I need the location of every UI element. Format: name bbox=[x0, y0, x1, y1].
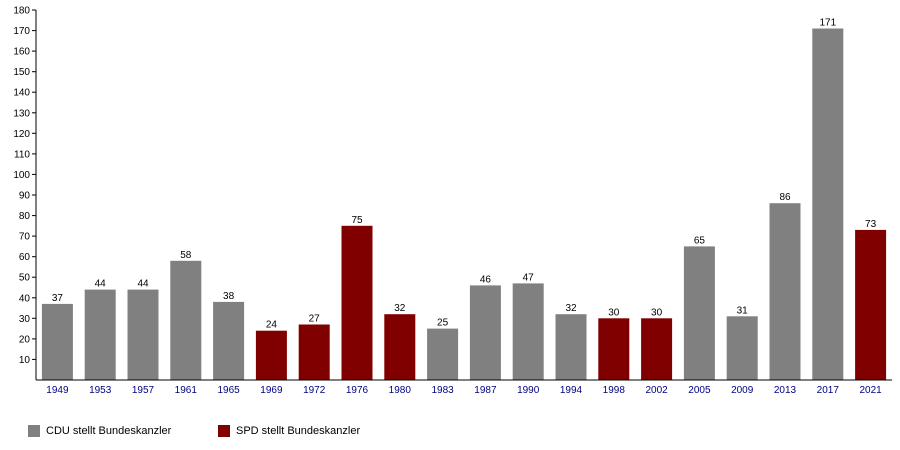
x-tick-label-1957: 1957 bbox=[132, 385, 155, 396]
x-tick-label-2021: 2021 bbox=[859, 385, 882, 396]
bar-1983 bbox=[427, 328, 459, 380]
y-tick-label-130: 130 bbox=[13, 108, 30, 119]
y-tick-label-120: 120 bbox=[13, 129, 30, 140]
x-tick-label-1972: 1972 bbox=[303, 385, 326, 396]
x-tick-label-1990: 1990 bbox=[517, 385, 540, 396]
x-tick-label-1965: 1965 bbox=[217, 385, 240, 396]
y-tick-label-140: 140 bbox=[13, 88, 30, 99]
y-tick-label-10: 10 bbox=[19, 355, 31, 366]
y-tick-label-100: 100 bbox=[13, 170, 30, 181]
bar-2002 bbox=[641, 318, 673, 380]
y-ticks-group: 10 20 30 40 50 60 70 80 90 100 110 120 130 140 150 160 1… bbox=[13, 6, 36, 366]
x-tick-label-1949: 1949 bbox=[46, 385, 69, 396]
bar-1957 bbox=[127, 289, 159, 380]
legend-label-cdu: CDU stellt Bundeskanzler bbox=[46, 425, 172, 437]
y-tick-label-80: 80 bbox=[19, 211, 31, 222]
bar-value-label-1969: 24 bbox=[266, 320, 278, 331]
x-tick-label-2005: 2005 bbox=[688, 385, 711, 396]
bar-value-label-1980: 32 bbox=[394, 303, 406, 314]
bar-1994 bbox=[555, 314, 587, 380]
bar-2021 bbox=[855, 229, 887, 380]
bar-value-label-1994: 32 bbox=[565, 303, 577, 314]
x-tick-label-1961: 1961 bbox=[175, 385, 198, 396]
y-tick-label-180: 180 bbox=[13, 6, 30, 17]
bars-group bbox=[41, 28, 887, 380]
x-tick-label-2002: 2002 bbox=[645, 385, 668, 396]
y-tick-label-40: 40 bbox=[19, 293, 31, 304]
bar-1961 bbox=[170, 260, 202, 380]
bar-2017 bbox=[812, 28, 844, 380]
x-tick-label-2017: 2017 bbox=[817, 385, 840, 396]
legend-swatch-cdu bbox=[28, 425, 40, 437]
bar-value-label-2021: 73 bbox=[865, 219, 877, 230]
y-tick-label-50: 50 bbox=[19, 273, 31, 284]
y-tick-label-20: 20 bbox=[19, 334, 31, 345]
bar-value-label-1998: 30 bbox=[608, 307, 620, 318]
y-tick-label-90: 90 bbox=[19, 191, 31, 202]
bar-value-label-2017: 171 bbox=[819, 18, 836, 29]
bar-value-label-1965: 38 bbox=[223, 291, 235, 302]
bar-1972 bbox=[298, 324, 330, 380]
bar-1976 bbox=[341, 225, 373, 380]
x-tick-label-2009: 2009 bbox=[731, 385, 754, 396]
bar-value-label-1953: 44 bbox=[95, 279, 107, 290]
y-tick-label-30: 30 bbox=[19, 314, 31, 325]
bar-1987 bbox=[469, 285, 501, 380]
y-tick-label-150: 150 bbox=[13, 67, 30, 78]
bar-value-label-1983: 25 bbox=[437, 318, 449, 329]
bar-value-label-1961: 58 bbox=[180, 250, 192, 261]
x-tick-label-1983: 1983 bbox=[431, 385, 454, 396]
bar-value-label-1957: 44 bbox=[137, 279, 149, 290]
y-tick-label-60: 60 bbox=[19, 252, 31, 263]
axes-group bbox=[35, 10, 892, 381]
bar-2013 bbox=[769, 203, 801, 380]
x-tick-label-2013: 2013 bbox=[774, 385, 797, 396]
x-tick-label-1987: 1987 bbox=[474, 385, 497, 396]
legend-swatch-spd bbox=[218, 425, 230, 437]
bar-1990 bbox=[512, 283, 544, 380]
bar-value-label-1972: 27 bbox=[309, 314, 321, 325]
legend-label-spd: SPD stellt Bundeskanzler bbox=[236, 425, 361, 437]
bar-1969 bbox=[255, 330, 287, 380]
bar-2009 bbox=[726, 316, 758, 380]
bar-value-label-2013: 86 bbox=[779, 192, 791, 203]
x-tick-label-1980: 1980 bbox=[389, 385, 412, 396]
y-tick-label-70: 70 bbox=[19, 232, 31, 243]
y-tick-label-110: 110 bbox=[14, 149, 30, 160]
bar-1949 bbox=[41, 303, 73, 380]
bar-2005 bbox=[683, 246, 715, 380]
bar-value-label-2009: 31 bbox=[737, 305, 749, 316]
value-labels-group: 37 44 44 58 38 24 27 75 32 25 46 47 32 30 30 65 31 86 171 7… bbox=[52, 18, 877, 331]
bar-value-label-2002: 30 bbox=[651, 307, 663, 318]
bar-value-label-1987: 46 bbox=[480, 274, 492, 285]
bar-1980 bbox=[384, 314, 416, 380]
bar-value-label-1949: 37 bbox=[52, 293, 64, 304]
legend-item-cdu: CDU stellt Bundeskanzler bbox=[28, 424, 171, 438]
bar-value-label-2005: 65 bbox=[694, 235, 706, 246]
legend-item-spd: SPD stellt Bundeskanzler bbox=[218, 424, 360, 438]
x-tick-label-1998: 1998 bbox=[603, 385, 626, 396]
x-tick-label-1953: 1953 bbox=[89, 385, 112, 396]
x-ticks-group: 1949 1953 1957 1961 1965 1969 1972 1976 1980 1983… bbox=[46, 385, 882, 396]
y-tick-label-160: 160 bbox=[13, 47, 30, 58]
bar-value-label-1976: 75 bbox=[351, 215, 363, 226]
x-tick-label-1969: 1969 bbox=[260, 385, 283, 396]
bar-1953 bbox=[84, 289, 116, 380]
x-tick-label-1976: 1976 bbox=[346, 385, 369, 396]
x-tick-label-1994: 1994 bbox=[560, 385, 583, 396]
bar-1998 bbox=[598, 318, 630, 380]
bar-1965 bbox=[213, 301, 245, 380]
y-tick-label-170: 170 bbox=[13, 26, 30, 37]
bar-value-label-1990: 47 bbox=[523, 272, 535, 283]
